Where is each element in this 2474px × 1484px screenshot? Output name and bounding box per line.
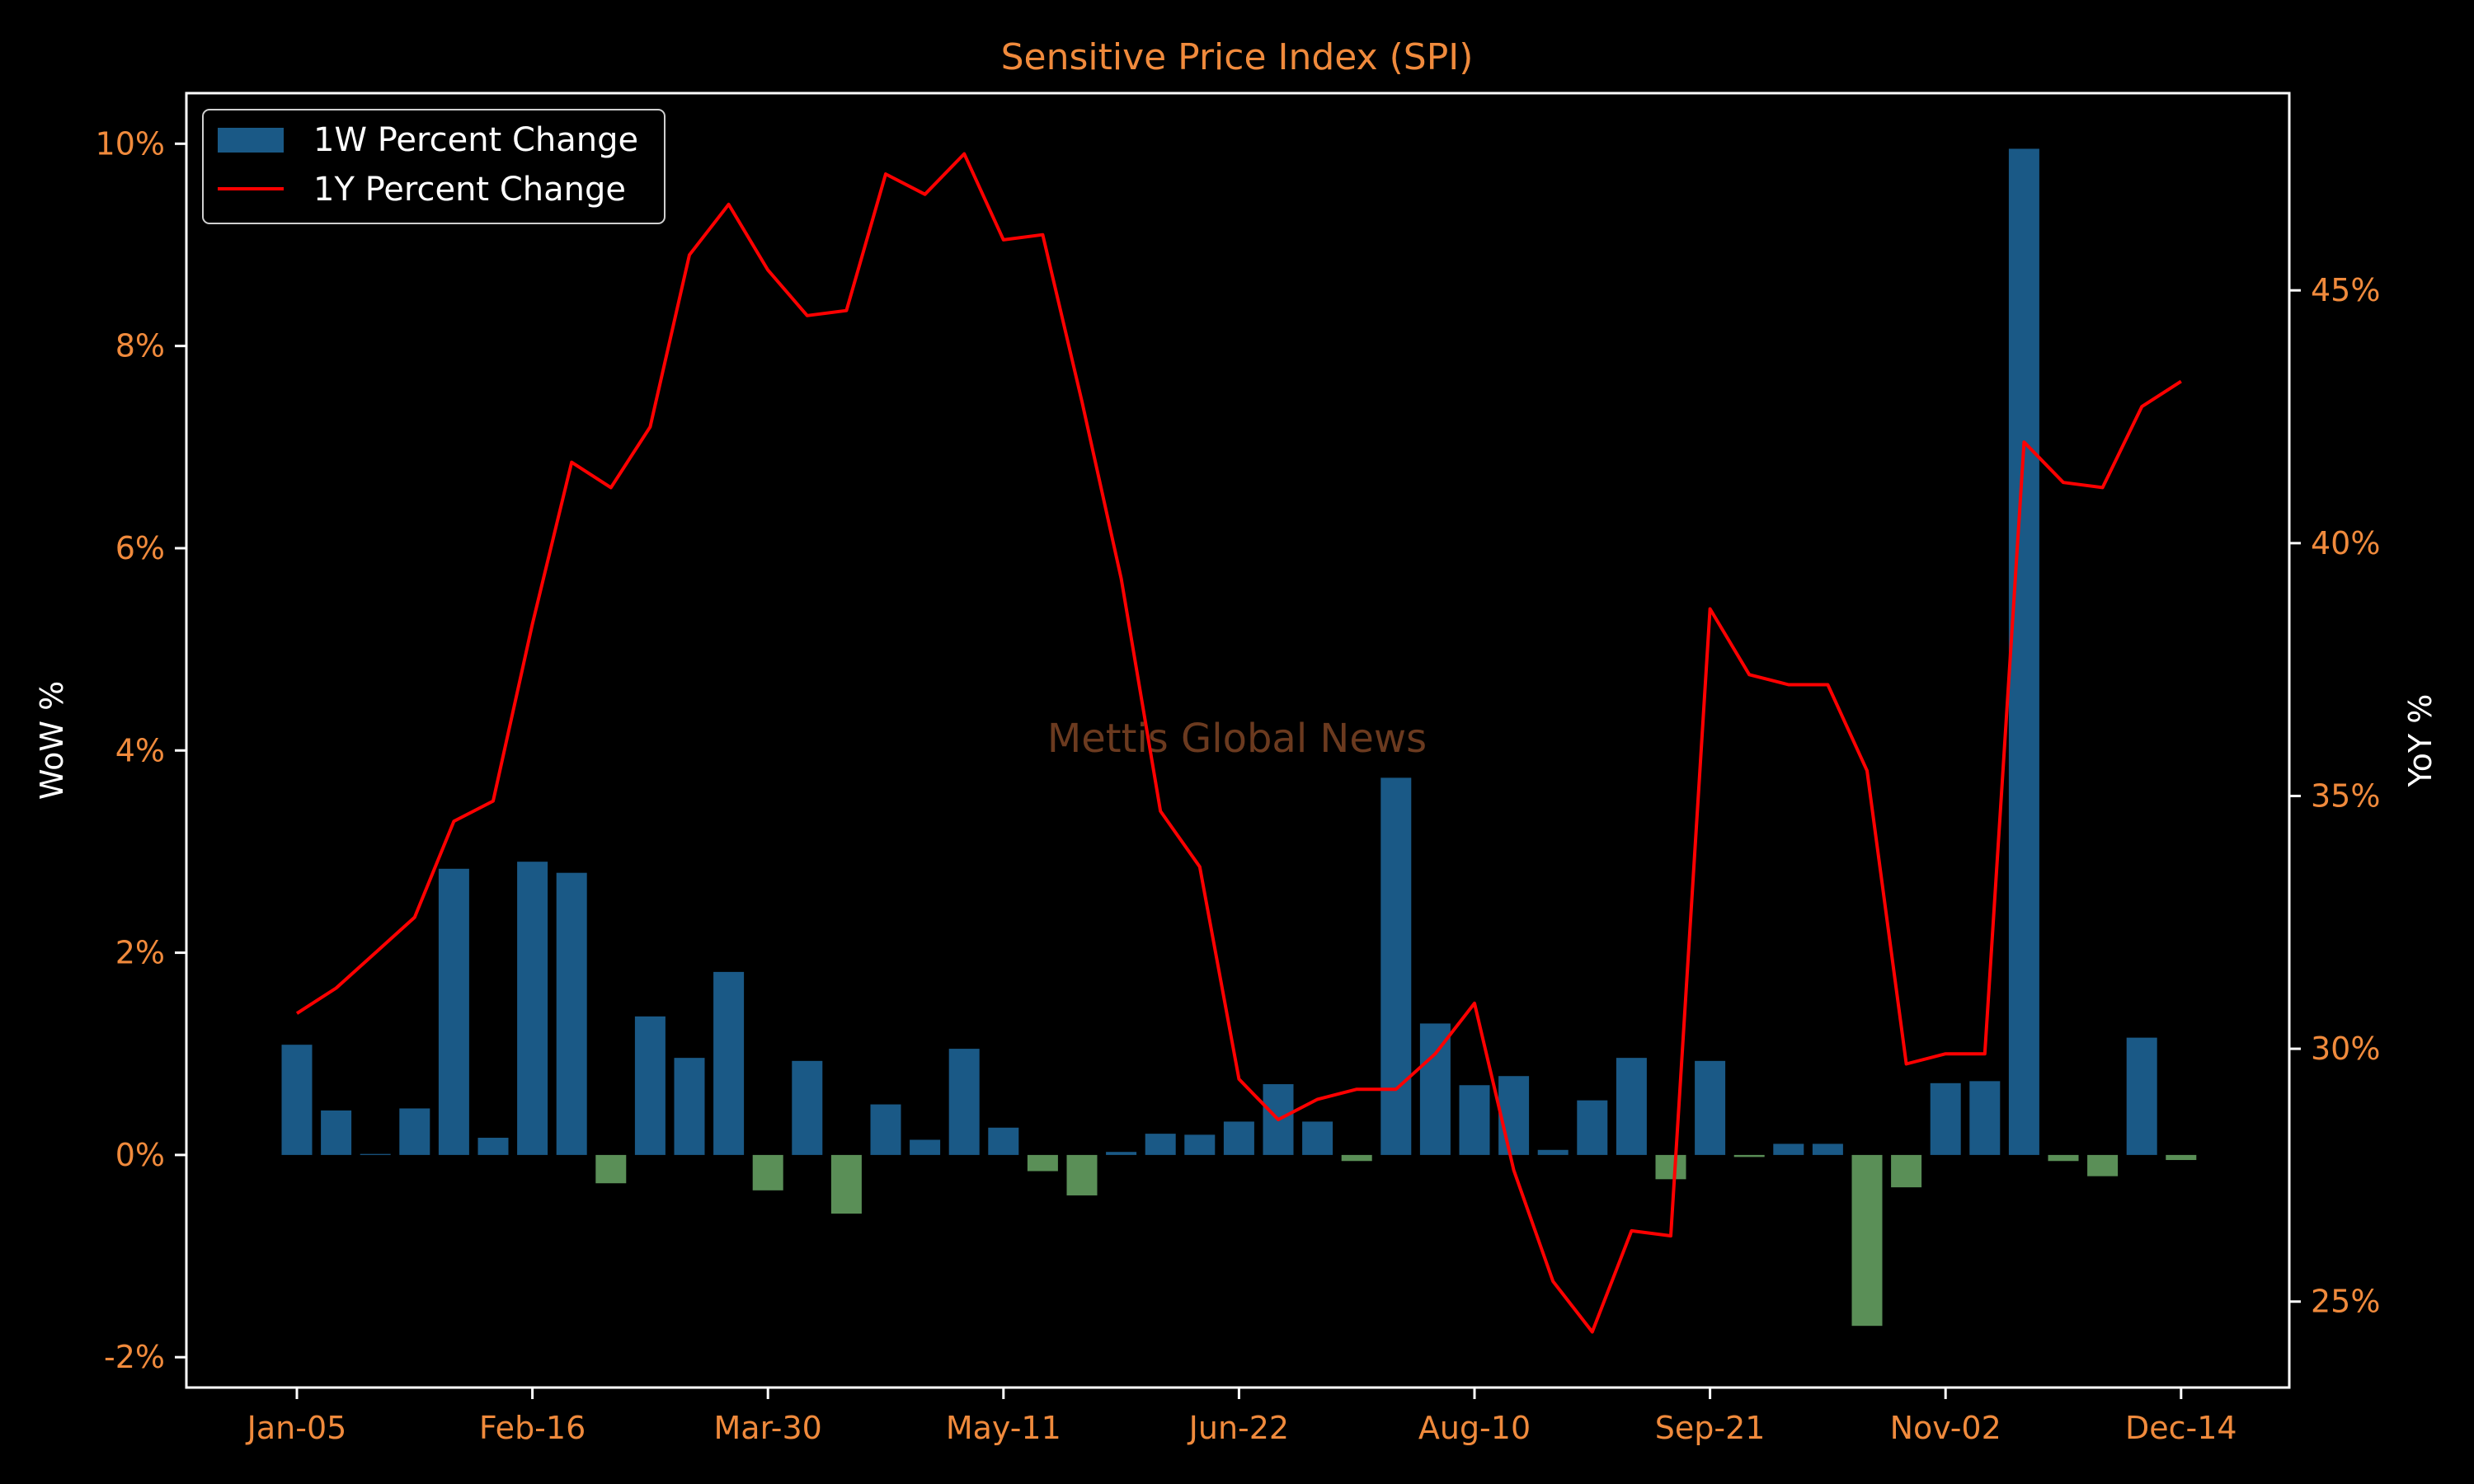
wow-bar (1027, 1154, 1058, 1172)
x-tick-label: Sep-21 (1655, 1410, 1766, 1446)
x-tick-label: Feb-16 (479, 1410, 586, 1446)
wow-bar (556, 872, 587, 1155)
wow-bar (792, 1060, 823, 1155)
legend-label-line: 1Y Percent Change (313, 171, 626, 209)
x-tick-label: Aug-10 (1418, 1410, 1531, 1446)
wow-bar (1616, 1058, 1647, 1155)
left-tick-label: 4% (115, 732, 165, 768)
wow-bar (870, 1104, 901, 1155)
wow-bar (2048, 1154, 2079, 1162)
wow-bar (2126, 1037, 2157, 1155)
left-tick-label: 0% (115, 1137, 165, 1173)
wow-bar (1380, 777, 1412, 1155)
wow-bar (1773, 1144, 1804, 1155)
bars-layer (281, 148, 2197, 1327)
left-tick-label: -2% (104, 1339, 165, 1375)
wow-bar (1537, 1149, 1569, 1155)
wow-bar (988, 1127, 1019, 1155)
wow-bar (1184, 1134, 1216, 1155)
x-tick-label: Nov-02 (1890, 1410, 2001, 1446)
wow-bar (1891, 1154, 1922, 1188)
x-axis: Jan-05 Feb-16 Mar-30 May-11 Jun-22 Aug-10 Sep-… (246, 1388, 2237, 1446)
right-axis: 25% 30% 35% 40% 45% (2289, 272, 2380, 1320)
wow-bar (281, 1045, 313, 1155)
wow-bar (517, 862, 548, 1155)
wow-bar (1851, 1154, 1883, 1327)
chart-title: Sensitive Price Index (SPI) (1001, 36, 1474, 78)
wow-bar (1459, 1085, 1490, 1155)
right-tick-label: 40% (2311, 525, 2380, 561)
wow-bar (910, 1139, 941, 1155)
wow-bar (713, 971, 745, 1155)
legend-swatch-bars (218, 128, 284, 153)
left-tick-label: 8% (115, 328, 165, 364)
x-tick-label: Jan-05 (246, 1410, 347, 1446)
right-tick-label: 30% (2311, 1031, 2380, 1067)
wow-bar (477, 1138, 509, 1155)
wow-bar (1969, 1081, 2001, 1155)
right-tick-label: 35% (2311, 777, 2380, 814)
legend-label-bars: 1W Percent Change (313, 121, 638, 159)
wow-bar (1341, 1154, 1372, 1162)
wow-bar (1419, 1023, 1451, 1155)
right-tick-label: 45% (2311, 272, 2380, 308)
wow-bar (595, 1154, 627, 1184)
wow-bar (1498, 1076, 1530, 1155)
wow-bar (1577, 1100, 1608, 1155)
x-tick-label: Dec-14 (2125, 1410, 2237, 1446)
left-tick-label: 6% (115, 530, 165, 566)
wow-bar (948, 1049, 980, 1155)
right-tick-label: 25% (2311, 1284, 2380, 1320)
wow-bar (634, 1016, 666, 1155)
left-tick-label: 2% (115, 935, 165, 971)
wow-bar (2008, 148, 2039, 1155)
wow-bar (321, 1110, 352, 1155)
wow-bar (438, 868, 469, 1155)
watermark-text: Mettis Global News (1047, 716, 1427, 762)
wow-bar (1812, 1144, 1843, 1155)
wow-bar (674, 1058, 705, 1155)
legend: 1W Percent Change 1Y Percent Change (202, 109, 666, 224)
wow-bar (1145, 1134, 1176, 1155)
left-axis-label: WoW % (34, 681, 70, 800)
wow-bar (2087, 1154, 2119, 1176)
wow-bar (1106, 1152, 1137, 1155)
x-tick-label: Jun-22 (1188, 1410, 1289, 1446)
x-tick-label: May-11 (946, 1410, 1061, 1446)
line-layer (295, 152, 2182, 1334)
wow-bar (399, 1108, 430, 1155)
yoy-line (295, 152, 2182, 1334)
wow-bar (1655, 1154, 1686, 1180)
wow-bar (1302, 1121, 1333, 1155)
wow-bar (1695, 1060, 1726, 1155)
left-axis: -2% 0% 2% 4% 6% 8% 10% (96, 125, 186, 1375)
x-tick-label: Mar-30 (714, 1410, 822, 1446)
left-tick-label: 10% (96, 125, 165, 162)
wow-bar (2166, 1154, 2197, 1161)
wow-bar (830, 1154, 862, 1214)
wow-bar (752, 1154, 783, 1190)
wow-bar (360, 1153, 391, 1155)
wow-bar (1223, 1121, 1254, 1155)
right-axis-label: YoY % (2402, 694, 2439, 788)
wow-bar (1066, 1154, 1098, 1195)
wow-bar (1930, 1082, 1961, 1155)
wow-bar (1733, 1154, 1765, 1158)
legend-box (202, 109, 666, 224)
